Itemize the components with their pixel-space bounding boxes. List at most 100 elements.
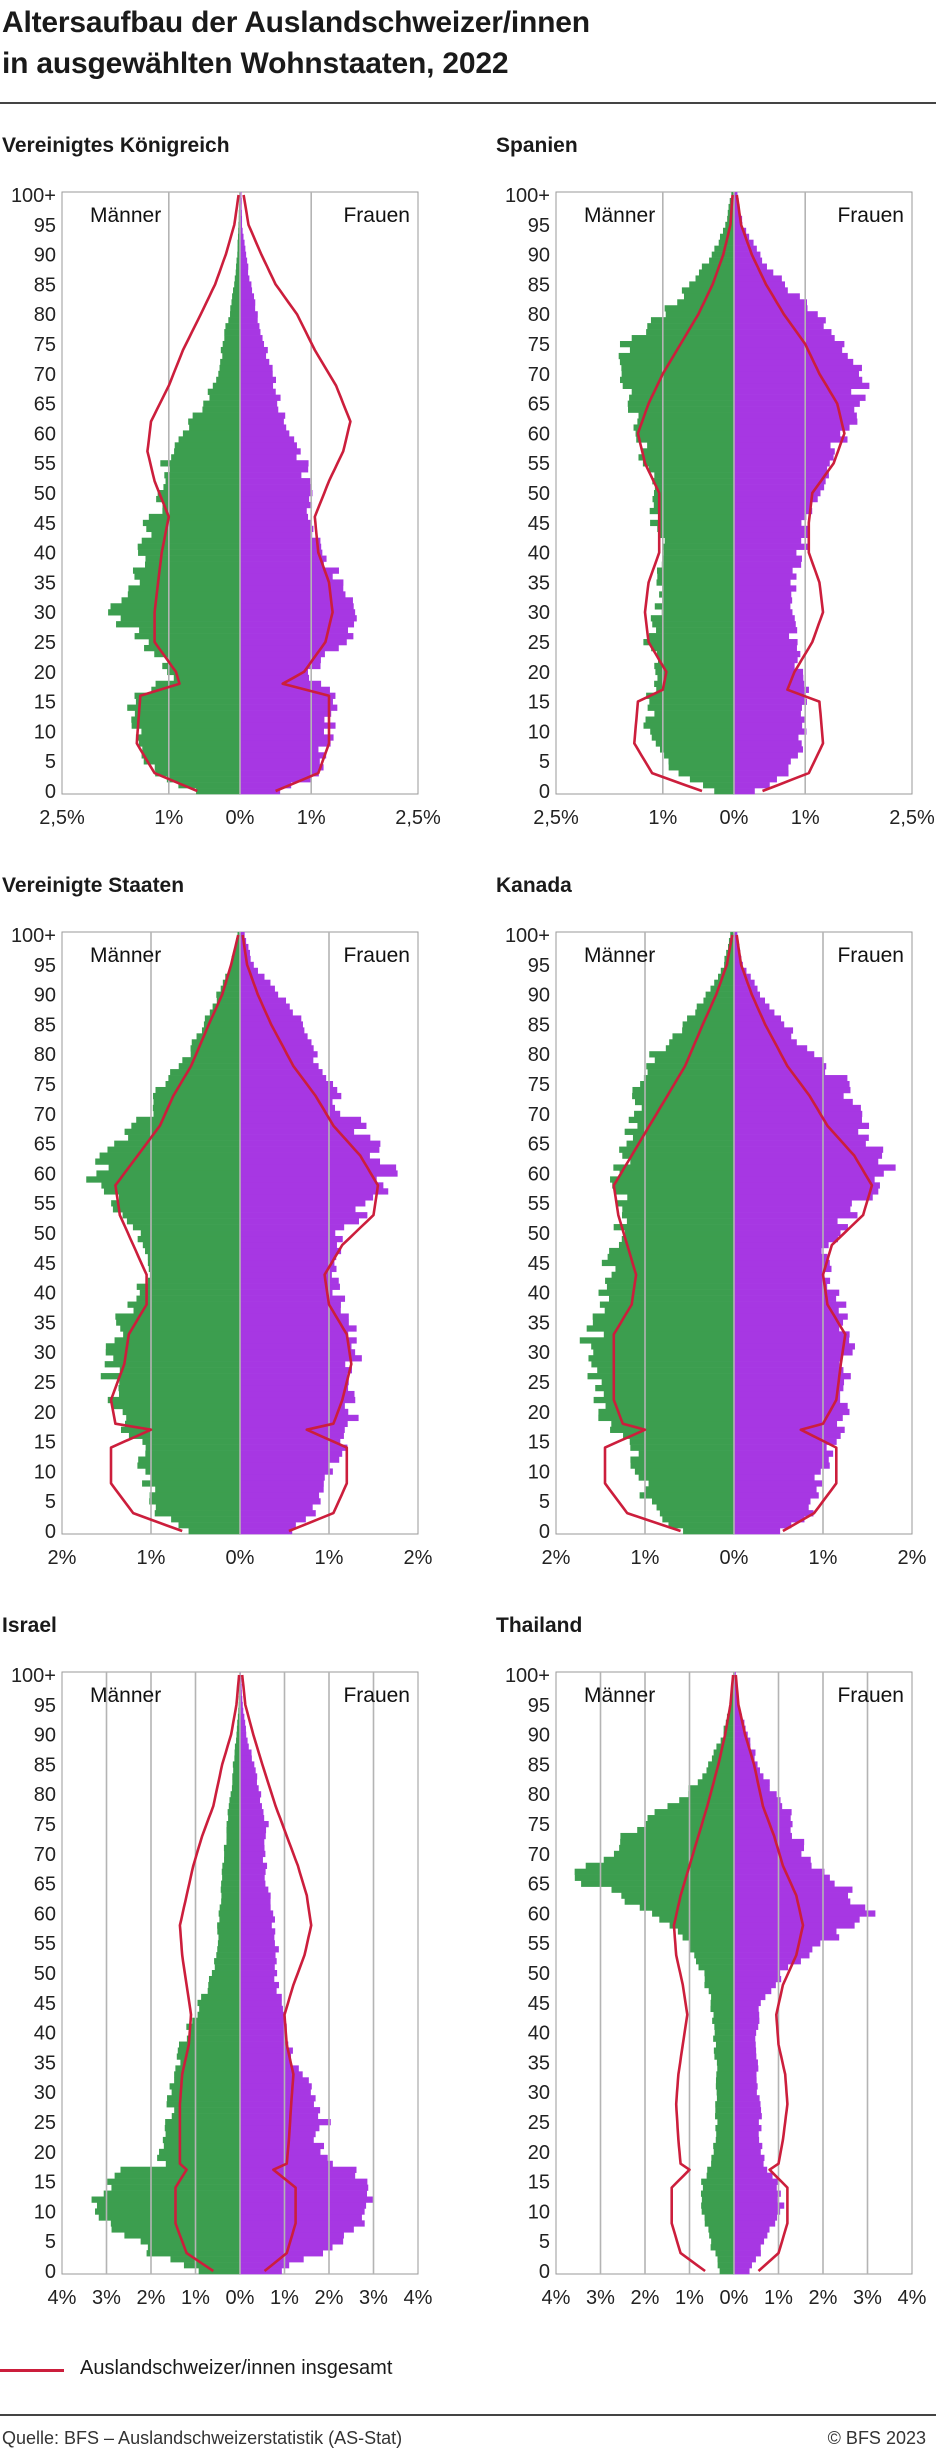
male-bar — [139, 1289, 240, 1296]
female-bar — [240, 776, 311, 783]
male-bar — [236, 257, 240, 264]
male-bar — [593, 1349, 734, 1356]
label-maenner: Männer — [90, 1684, 161, 1707]
male-bar — [103, 2190, 241, 2197]
female-bar — [734, 1379, 845, 1386]
female-bar — [734, 1140, 866, 1147]
female-bar — [240, 507, 307, 515]
female-bar — [240, 1104, 336, 1112]
male-bar — [95, 1158, 240, 1165]
male-bar — [118, 1194, 240, 1201]
male-bar — [662, 555, 734, 562]
male-bar — [234, 281, 240, 288]
female-bar — [734, 1224, 848, 1231]
y-tick-label: 60 — [34, 1903, 56, 1925]
female-bar — [240, 1779, 257, 1786]
female-bar — [734, 1713, 743, 1720]
female-bar — [240, 1970, 278, 1977]
male-bar — [123, 1331, 240, 1338]
female-bar — [734, 692, 806, 699]
male-bar — [649, 698, 734, 705]
y-tick-label: 10 — [528, 721, 550, 743]
male-bar — [171, 2113, 240, 2120]
male-bar — [138, 740, 240, 747]
y-tick-label: 45 — [528, 1253, 550, 1275]
female-bar — [734, 1689, 738, 1697]
panel-title: Vereinigte Staaten — [2, 874, 185, 897]
female-bar — [734, 603, 791, 610]
female-bar — [734, 2238, 765, 2245]
legend-line-swatch — [0, 2369, 64, 2372]
male-bar — [701, 2196, 734, 2203]
female-bar — [240, 2172, 356, 2179]
total-line-female — [240, 1674, 313, 2273]
y-tick-label: 50 — [34, 483, 56, 505]
y-tick-label: 55 — [34, 1193, 56, 1215]
male-bar — [178, 1063, 240, 1070]
male-bar — [145, 1450, 240, 1457]
female-bar — [734, 1910, 876, 1917]
pyramid-svg: 0 5 10 15 20 25 30 35 40 45 50 55 60 65 70 75 80 85 90 95 10… — [11, 185, 441, 829]
male-bar — [147, 1259, 240, 1267]
female-bar — [734, 2035, 756, 2042]
female-bar — [240, 2113, 319, 2120]
male-bar — [126, 1218, 240, 1225]
male-bar — [218, 1934, 240, 1941]
female-bar — [734, 549, 797, 556]
male-bar — [618, 1241, 734, 1249]
male-bar — [162, 2136, 240, 2144]
pyramid-svg: 0 5 10 15 20 25 30 35 40 45 50 55 60 65 70 75 80 85 90 95 10… — [505, 1665, 927, 2309]
male-bar — [665, 1045, 734, 1052]
male-bar — [107, 2178, 240, 2185]
female-bar — [734, 1486, 817, 1493]
y-tick-label: 55 — [34, 1933, 56, 1955]
female-bar — [240, 1295, 346, 1302]
male-bar — [143, 758, 240, 765]
male-bar — [98, 2214, 240, 2221]
male-bar — [634, 1110, 734, 1118]
male-bar — [627, 400, 734, 407]
chart-title-line2: in ausgewählten Wohnstaaten, 2022 — [2, 47, 509, 80]
male-bar — [648, 466, 734, 473]
female-bar — [240, 263, 249, 270]
female-bar — [734, 1420, 838, 1428]
female-bar — [734, 2124, 762, 2132]
female-bar — [240, 436, 295, 443]
male-bar — [165, 2160, 240, 2168]
female-bar — [734, 597, 793, 604]
female-bar — [734, 2190, 781, 2197]
male-bar — [199, 2005, 240, 2013]
male-bar — [591, 1343, 734, 1350]
male-bar — [175, 2065, 240, 2072]
female-bar — [734, 1295, 837, 1302]
female-bar — [734, 1230, 841, 1237]
female-bar — [734, 1307, 839, 1314]
male-bar — [651, 1498, 734, 1505]
male-bar — [131, 716, 240, 723]
female-bar — [734, 2196, 778, 2203]
male-bar — [661, 561, 734, 568]
male-bar — [120, 2166, 240, 2173]
male-bar — [651, 734, 734, 741]
female-bar — [240, 1797, 261, 1804]
female-bar — [734, 370, 859, 378]
female-bar — [240, 335, 263, 342]
female-bar — [734, 2101, 761, 2108]
female-bar — [240, 1474, 325, 1481]
female-bar — [240, 472, 302, 479]
female-bar — [240, 364, 273, 372]
x-tick-label: 1% — [137, 1547, 166, 1569]
label-maenner: Männer — [90, 944, 161, 967]
male-bar — [149, 1492, 240, 1499]
male-bar — [629, 346, 734, 354]
female-bar — [240, 1098, 333, 1106]
female-bar — [240, 1271, 332, 1279]
female-bar — [734, 2059, 758, 2066]
pyramid-svg: 0 5 10 15 20 25 30 35 40 45 50 55 60 65 70 75 80 85 90 95 10… — [11, 925, 433, 1569]
female-bar — [734, 1009, 775, 1016]
male-bar — [91, 2196, 241, 2203]
male-bar — [162, 501, 240, 509]
male-bar — [103, 1188, 240, 1195]
y-tick-label: 5 — [539, 2231, 550, 2253]
male-bar — [728, 1707, 734, 1715]
